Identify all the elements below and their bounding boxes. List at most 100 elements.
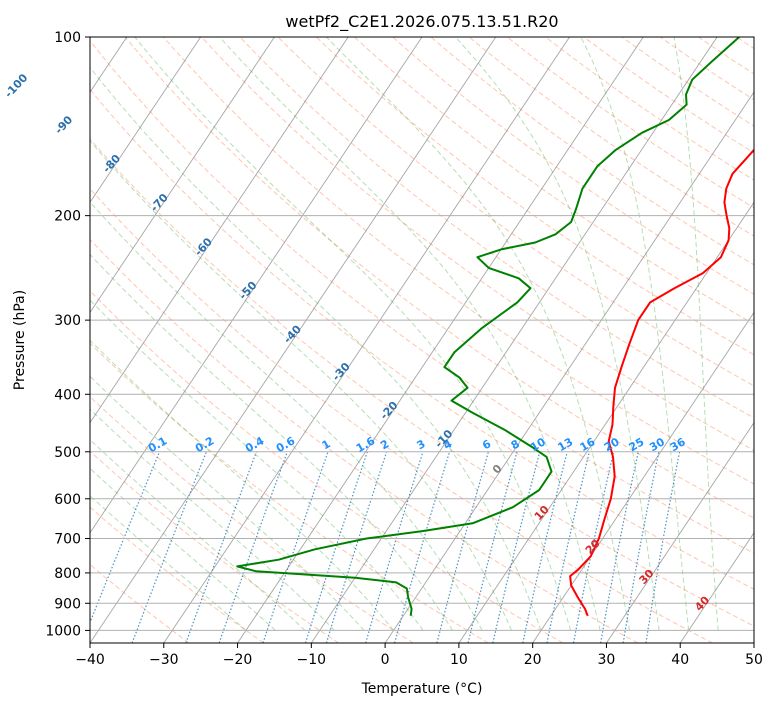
dry-adiabat [90,88,754,590]
moist-adiabat [454,37,660,631]
moist-adiabat [218,37,601,631]
isotherm [310,37,718,643]
dewpoint-line [236,37,740,616]
isotherm-label: -50 [237,279,260,303]
dry-adiabat [90,39,754,554]
dry-adiabat [162,37,754,485]
dry-adiabat [544,37,754,181]
background-lines [90,37,754,643]
mixing-ratio-label: 3 [415,437,428,452]
x-tick-label: 40 [671,652,689,668]
x-tick-label: −20 [223,652,253,668]
mixing-ratio-line [572,451,615,643]
y-axis: 100 200 300 400 500 600 700 800 900 1000 [45,30,90,639]
mixing-ratio-line [645,451,681,643]
mixing-ratio-line [492,451,541,643]
dry-adiabat [735,37,754,50]
mixing-ratio-line [394,451,451,643]
isotherm-label: -100 [2,71,31,100]
isotherm [90,37,423,534]
isotherm [90,37,275,314]
dry-adiabat [90,238,639,643]
x-tick-label: 0 [381,652,390,668]
isotherm [753,642,754,643]
isotherm-label: 40 [692,593,712,613]
dry-adiabat [90,395,414,643]
dry-adiabat [90,138,754,627]
mixing-ratio-line [131,451,207,643]
x-tick-label: −30 [149,652,179,668]
x-axis-title: Temperature (°C) [361,681,483,697]
y-tick-label: 100 [54,30,81,46]
dry-adiabat [506,37,754,209]
isotherm-label: 0 [490,462,505,477]
dry-adiabat [353,37,754,325]
isotherm [163,37,570,643]
chart-title: wetPf2_C2E1.2026.075.13.51.R20 [285,12,558,32]
mixing-ratio-line [522,451,568,643]
dry-adiabat [124,37,754,519]
isotherm [90,37,349,424]
isotherm-label: -70 [148,191,171,215]
grid [90,37,754,643]
dry-adiabat [90,342,489,643]
dry-adiabat [277,37,754,387]
dry-adiabat [90,450,339,643]
moist-adiabat [580,37,690,631]
mixing-ratio-line [467,451,518,643]
mixing-ratio-line [365,451,424,643]
moist-adiabat [325,37,631,631]
x-tick-label: 30 [598,652,616,668]
moist-adiabat [90,467,276,631]
isotherm [606,421,754,643]
moist-adiabat [90,253,454,631]
dry-adiabat [90,290,564,643]
moist-adiabat [90,201,483,631]
isotherm [532,311,754,643]
y-tick-label: 300 [54,313,81,329]
temperature-line [569,148,754,617]
y-axis-title: Pressure (hPa) [12,290,28,390]
isotherm-label: -30 [330,360,353,384]
dry-adiabat [315,37,754,356]
mixing-ratio-line [218,451,288,643]
mixing-ratio-label: 6 [480,437,493,452]
mixing-ratio-line [325,451,388,643]
mixing-ratio-line [600,451,639,643]
x-tick-label: −10 [297,652,327,668]
y-tick-label: 800 [54,566,81,582]
mixing-ratio-line [546,451,590,643]
moist-adiabat [90,495,247,631]
isotherm-label: -40 [281,322,304,346]
mixing-ratio-line [185,451,258,643]
isotherm-label: 20 [583,537,603,557]
moist-adiabat [90,66,542,631]
dry-adiabat [90,188,713,643]
mixing-ratio-line [436,451,489,643]
y-tick-label: 1000 [45,623,81,639]
moist-adiabat [90,408,335,631]
moist-adiabat [673,37,719,631]
y-tick-label: 600 [54,492,81,508]
x-tick-label: 20 [524,652,542,668]
isotherm [679,532,754,643]
moist-adiabat [134,37,572,631]
plot-frame [89,36,755,644]
dry-adiabat [468,37,754,237]
x-axis: −40 −30 −20 −10 0 10 20 30 40 50 [75,643,763,668]
isotherm-label: 30 [637,567,657,587]
moist-adiabat [90,375,365,631]
isotherm-label: -20 [378,399,401,423]
moist-adiabat [90,339,394,631]
mixing-ratio-line [304,451,368,643]
mixing-ratio-line [90,451,161,625]
isotherm-label: -60 [192,235,215,259]
x-tick-label: −40 [75,652,105,668]
isotherm-label: -80 [100,152,123,176]
dry-adiabat [391,37,754,295]
mixing-ratio-line [262,451,329,643]
dry-adiabat [90,563,190,643]
y-tick-label: 200 [54,209,81,225]
dry-adiabat [90,506,265,643]
